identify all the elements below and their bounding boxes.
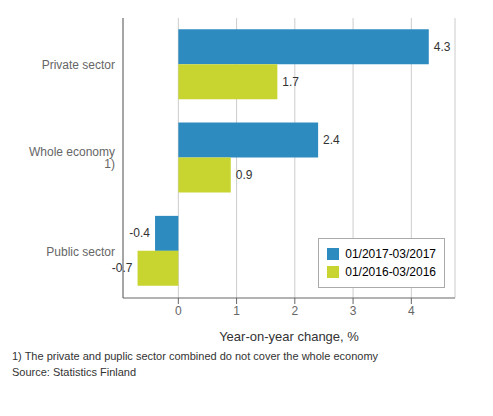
svg-text:-0.7: -0.7: [112, 261, 133, 275]
svg-text:Private sector: Private sector: [42, 58, 115, 72]
svg-text:Whole economy1): Whole economy1): [29, 145, 115, 171]
svg-text:4.3: 4.3: [434, 40, 451, 54]
html-text:01/2017-03/2017: 01/2017-03/2017: [345, 247, 436, 261]
svg-text:1: 1: [233, 304, 240, 318]
html-text:Source: Statistics Finland: Source: Statistics Finland: [12, 366, 137, 378]
html-text:01/2016-03/2016: 01/2016-03/2016: [345, 265, 436, 279]
svg-text:0: 0: [175, 304, 182, 318]
svg-text:0.9: 0.9: [236, 168, 253, 182]
svg-text:1.7: 1.7: [282, 75, 299, 89]
html-text:1) The private and puplic sect: 1) The private and puplic sector combine…: [12, 350, 379, 362]
svg-text:3: 3: [350, 304, 357, 318]
svg-text:4: 4: [408, 304, 415, 318]
svg-text:Year-on-year change, %: Year-on-year change, %: [219, 329, 359, 344]
svg-text:2.4: 2.4: [323, 133, 340, 147]
svg-text:Public sector: Public sector: [46, 245, 115, 259]
svg-text:-0.4: -0.4: [129, 226, 150, 240]
svg-text:2: 2: [291, 304, 298, 318]
